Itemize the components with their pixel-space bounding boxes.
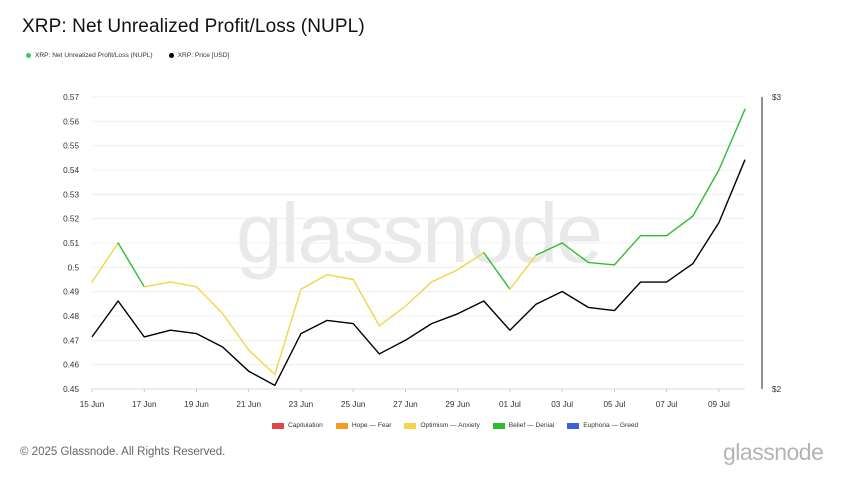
- left-tick-label: 0.5: [68, 263, 80, 272]
- x-tick-label: 15 Jun: [80, 400, 105, 409]
- legend-item-price[interactable]: XRP: Price [USD]: [168, 52, 230, 59]
- right-tick-label: $2: [772, 385, 782, 394]
- brand-logo: glassnode: [723, 439, 824, 465]
- zone-swatch-hope-fear: [335, 422, 348, 429]
- nupl-segment: [91, 242, 119, 283]
- left-tick-label: 0.56: [63, 117, 79, 126]
- left-tick-label: 0.47: [63, 336, 79, 345]
- nupl-segment: [248, 349, 276, 376]
- top-legend: XRP: Net Unrealized Profit/Loss (NUPL) X…: [26, 52, 229, 59]
- x-tick-label: 21 Jun: [236, 400, 261, 409]
- zone-legend: Capitulation Hope — Fear Optimism — Anxi…: [272, 422, 638, 429]
- zone-legend-euphoria-greed[interactable]: Euphoria — Greed: [567, 422, 638, 429]
- left-axis-ticks: 0.57 0.56 0.55 0.54 0.53 0.52 0.51 0.5 0.49 0.48 0…: [63, 93, 79, 394]
- price-line: [91, 159, 746, 387]
- left-tick-label: 0.48: [63, 312, 79, 321]
- nupl-segment: [430, 269, 459, 283]
- nupl-segment: [378, 305, 407, 327]
- nupl-segment: [509, 254, 537, 290]
- x-tick-label: 01 Jul: [499, 400, 521, 409]
- zone-legend-belief-denial[interactable]: Belief — Denial: [492, 422, 555, 429]
- nupl-segment: [718, 108, 746, 171]
- left-tick-label: 0.49: [63, 288, 79, 297]
- x-tick-label: 17 Jun: [132, 400, 157, 409]
- zone-swatch-capitulation: [272, 422, 284, 429]
- left-tick-label: 0.45: [63, 385, 79, 394]
- nupl-series: [91, 108, 746, 376]
- x-tick-label: 07 Jul: [656, 400, 678, 409]
- legend-label-price: XRP: Price [USD]: [177, 52, 230, 59]
- legend-dot-nupl: [26, 53, 31, 58]
- x-tick-label: 09 Jul: [708, 400, 730, 409]
- zone-swatch-euphoria-greed: [567, 422, 580, 429]
- gridlines: [92, 96, 745, 390]
- nupl-segment: [613, 234, 642, 266]
- left-tick-label: 0.55: [63, 142, 79, 151]
- nupl-segment: [274, 288, 302, 376]
- zone-label-euphoria-greed: Euphoria — Greed: [583, 422, 639, 429]
- nupl-segment: [561, 242, 589, 264]
- nupl-segment: [169, 281, 198, 288]
- nupl-segment: [117, 242, 145, 288]
- nupl-segment: [221, 312, 250, 351]
- legend-label-nupl: XRP: Net Unrealized Profit/Loss (NUPL): [35, 52, 153, 59]
- x-tick-label: 25 Jun: [341, 400, 366, 409]
- nupl-segment: [587, 261, 616, 266]
- zone-legend-hope-fear[interactable]: Hope — Fear: [335, 422, 392, 429]
- nupl-segment: [195, 286, 224, 315]
- price-series: [91, 159, 746, 387]
- zone-swatch-optimism-anxiety: [404, 422, 417, 429]
- copyright-text: © 2025 Glassnode. All Rights Reserved.: [20, 446, 226, 458]
- nupl-segment: [692, 169, 720, 217]
- left-tick-label: 0.51: [63, 239, 79, 248]
- watermark-logo: glassnode: [236, 186, 603, 280]
- x-tick-label: 23 Jun: [289, 400, 314, 409]
- right-axis: $3 $2: [761, 93, 782, 394]
- zone-label-belief-denial: Belief — Denial: [508, 422, 555, 429]
- zone-legend-capitulation[interactable]: Capitulation: [272, 422, 323, 429]
- legend-item-nupl[interactable]: XRP: Net Unrealized Profit/Loss (NUPL): [26, 52, 153, 59]
- nupl-segment: [326, 273, 354, 281]
- left-tick-label: 0.46: [63, 361, 79, 370]
- x-tick-label: 19 Jun: [184, 400, 209, 409]
- left-tick-label: 0.53: [63, 190, 79, 199]
- nupl-segment: [404, 281, 433, 307]
- zone-swatch-belief-denial: [492, 422, 505, 429]
- nupl-segment: [143, 281, 172, 288]
- x-tick-label: 27 Jun: [393, 400, 418, 409]
- left-tick-label: 0.54: [63, 166, 79, 175]
- chart-title: XRP: Net Unrealized Profit/Loss (NUPL): [22, 16, 365, 37]
- nupl-segment: [665, 215, 694, 237]
- nupl-segment: [456, 252, 485, 271]
- right-tick-label: $3: [772, 93, 782, 102]
- x-tick-label: 29 Jun: [445, 400, 470, 409]
- nupl-segment: [352, 278, 381, 327]
- x-tick-label: 03 Jul: [551, 400, 573, 409]
- zone-label-capitulation: Capitulation: [288, 422, 323, 429]
- zone-legend-optimism-anxiety[interactable]: Optimism — Anxiety: [404, 422, 480, 429]
- zone-label-optimism-anxiety: Optimism — Anxiety: [420, 422, 480, 429]
- left-tick-label: 0.52: [63, 215, 79, 224]
- left-tick-label: 0.57: [63, 93, 79, 102]
- x-tick-label: 05 Jul: [603, 400, 625, 409]
- x-axis-ticks: 15 Jun 17 Jun 19 Jun 21 Jun 23 Jun 25 Jun 27 J…: [80, 389, 730, 409]
- legend-dot-price: [168, 53, 174, 58]
- nupl-segment: [300, 273, 328, 290]
- nupl-segment: [483, 252, 511, 290]
- nupl-segment: [535, 242, 563, 256]
- zone-label-hope-fear: Hope — Fear: [351, 422, 392, 429]
